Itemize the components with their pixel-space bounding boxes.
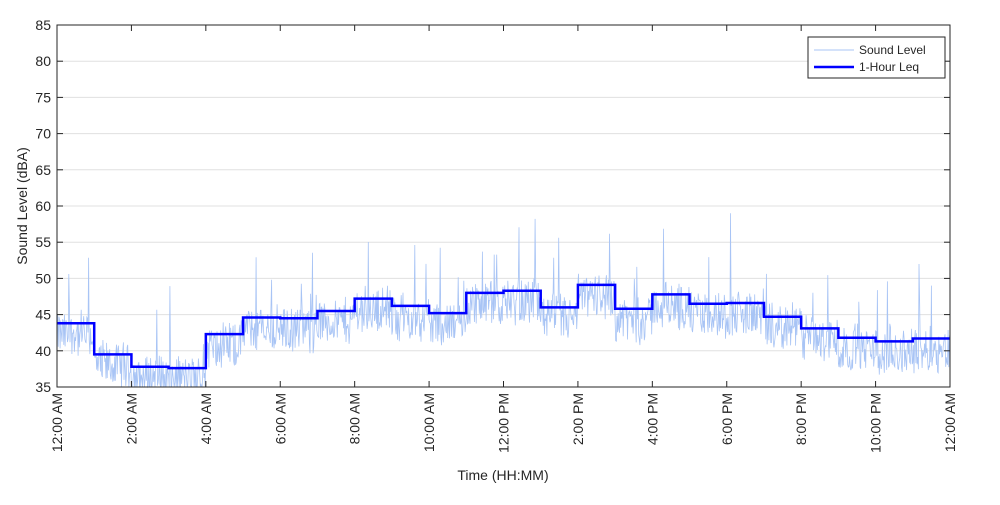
x-tick-label: 10:00 AM: [421, 393, 437, 452]
legend-label-leq: 1-Hour Leq: [859, 60, 919, 74]
x-tick-label: 8:00 AM: [347, 393, 363, 444]
x-tick-label: 4:00 PM: [644, 393, 660, 445]
y-tick-label: 70: [35, 126, 51, 142]
leq-step-line: [57, 283, 950, 370]
legend-box: [807, 36, 946, 79]
x-tick-label: 6:00 AM: [272, 393, 288, 444]
sound-level-line: [56, 213, 951, 389]
y-tick-label: 60: [35, 198, 51, 214]
x-tick-label: 2:00 AM: [123, 393, 139, 444]
y-tick-label: 75: [35, 89, 51, 105]
x-tick-label: 12:00 AM: [942, 393, 958, 452]
x-tick-label: 6:00 PM: [719, 393, 735, 445]
y-tick-label: 35: [35, 379, 51, 395]
legend: Sound Level 1-Hour Leq: [807, 36, 946, 79]
leq-series: [57, 283, 950, 370]
y-axis: 35 40 45 50 55 60 65 70 75 80 85: [35, 17, 950, 395]
y-tick-label: 85: [35, 17, 51, 33]
y-axis-label: Sound Level (dBA): [14, 147, 30, 265]
x-tick-label: 4:00 AM: [198, 393, 214, 444]
x-axis-label: Time (HH:MM): [457, 467, 548, 483]
x-tick-label: 2:00 PM: [570, 393, 586, 445]
y-tick-label: 55: [35, 234, 51, 250]
y-tick-label: 65: [35, 162, 51, 178]
y-tick-label: 80: [35, 53, 51, 69]
y-tick-label: 40: [35, 343, 51, 359]
sound-level-series: [56, 213, 951, 389]
x-tick-label: 12:00 AM: [49, 393, 65, 452]
grid-lines: [57, 24, 950, 388]
y-tick-label: 45: [35, 307, 51, 323]
x-tick-label: 12:00 PM: [496, 393, 512, 453]
x-axis: 12:00 AM 2:00 AM 4:00 AM 6:00 AM 8:00 AM 10:0…: [49, 25, 958, 453]
y-tick-label: 50: [35, 270, 51, 286]
x-tick-label: 10:00 PM: [868, 393, 884, 453]
x-tick-label: 8:00 PM: [793, 393, 809, 445]
legend-label-sound-level: Sound Level: [859, 43, 926, 57]
